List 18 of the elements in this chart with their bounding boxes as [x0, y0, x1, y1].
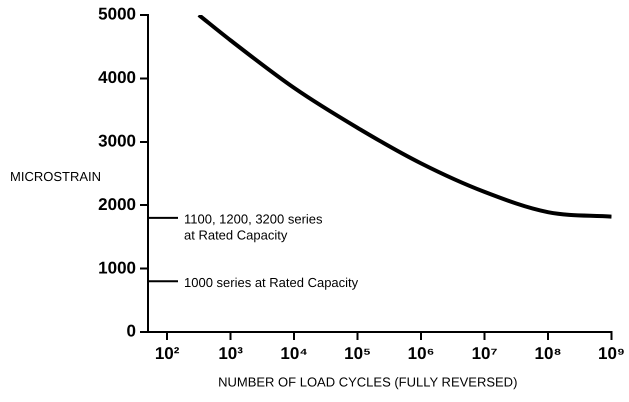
x-tick-label: 10⁸ [534, 344, 562, 363]
ref-line-label: 1000 series at Rated Capacity [184, 274, 359, 290]
x-tick-label: 10² [154, 344, 180, 363]
x-tick-label: 10³ [218, 344, 244, 363]
y-tick-label: 3000 [98, 131, 136, 150]
ref-line-label: 1100, 1200, 3200 series at Rated Capacity [184, 211, 324, 242]
x-tick-label: 10⁶ [408, 344, 434, 363]
x-tick-label: 10⁹ [598, 344, 626, 363]
y-axis-title: MICROSTRAIN [10, 169, 101, 184]
y-tick-label: 2000 [98, 194, 136, 214]
x-tick-label: 10⁴ [280, 344, 308, 363]
y-tick-label: 0 [126, 322, 136, 341]
y-tick-label: 4000 [98, 68, 136, 88]
x-tick-label: 10⁵ [344, 344, 372, 363]
y-tick-label: 1000 [98, 258, 136, 278]
x-tick-label: 10⁷ [472, 344, 498, 363]
x-axis-title: NUMBER OF LOAD CYCLES (FULLY REVERSED) [218, 374, 518, 390]
y-tick-label: 5000 [98, 4, 136, 24]
